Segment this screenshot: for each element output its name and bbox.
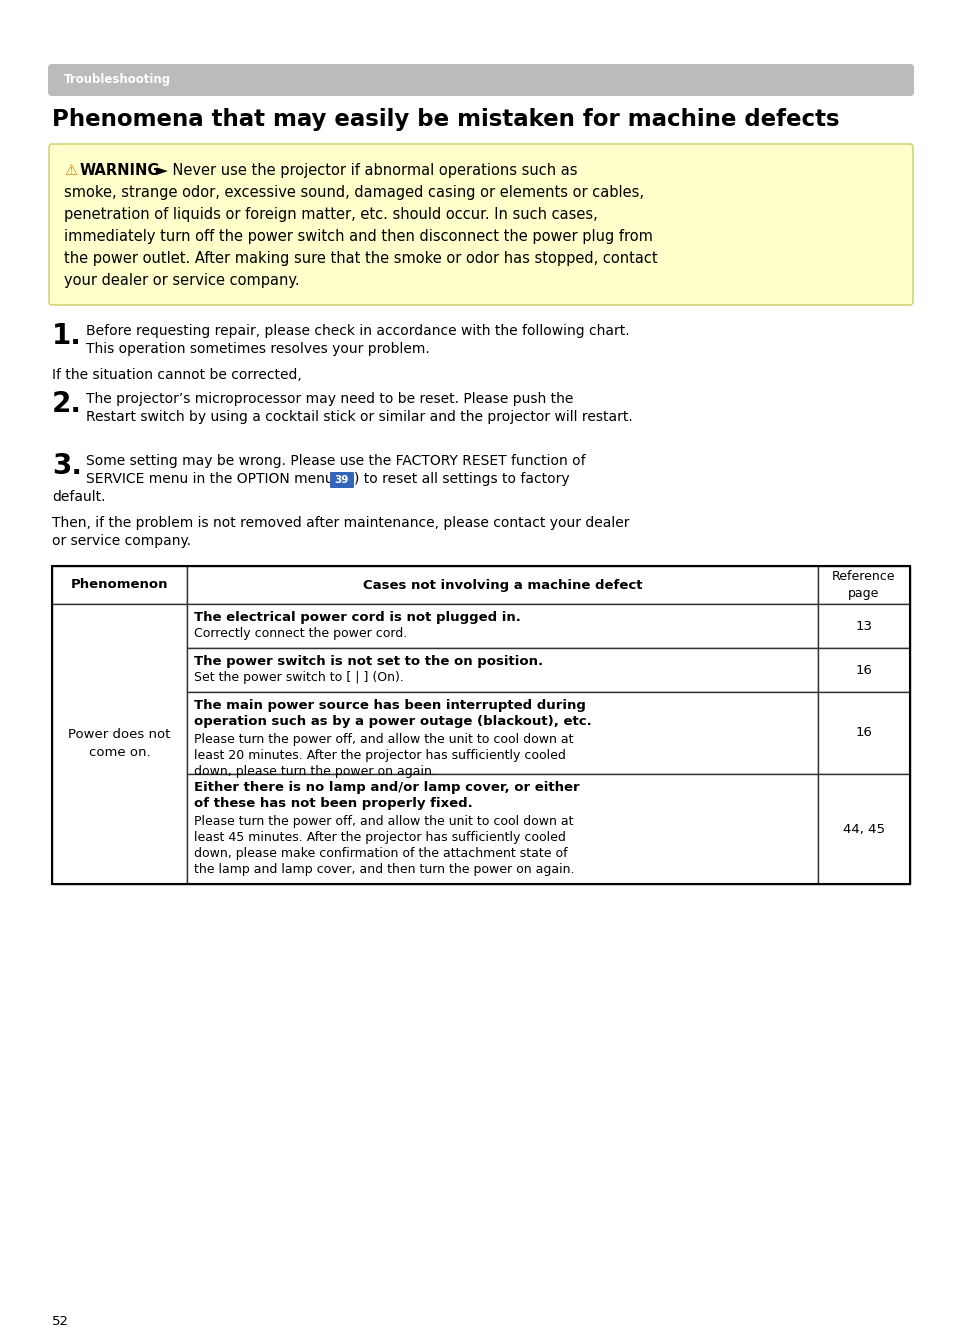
Text: Correctly connect the power cord.: Correctly connect the power cord. [193,627,407,640]
FancyBboxPatch shape [330,473,354,487]
Bar [187,648,817,692]
Text: the power outlet. After making sure that the smoke or odor has stopped, contact: the power outlet. After making sure that… [64,250,657,266]
Text: ) to reset all settings to factory: ) to reset all settings to factory [354,473,569,486]
Text: penetration of liquids or foreign matter, etc. should occur. In such cases,: penetration of liquids or foreign matter… [64,208,598,222]
Text: smoke, strange odor, excessive sound, damaged casing or elements or cables,: smoke, strange odor, excessive sound, da… [64,185,643,200]
Bar [817,774,909,884]
Bar [817,692,909,774]
Text: 1.: 1. [52,321,82,349]
Text: The main power source has been interrupted during
operation such as by a power o: The main power source has been interrupt… [193,699,591,728]
Text: ⚠: ⚠ [64,163,77,178]
Text: The electrical power cord is not plugged in.: The electrical power cord is not plugged… [193,611,520,624]
Text: Then, if the problem is not removed after maintenance, please contact your deale: Then, if the problem is not removed afte… [52,516,629,530]
Text: Some setting may be wrong. Please use the FACTORY RESET function of: Some setting may be wrong. Please use th… [86,454,585,469]
Text: Set the power switch to [ | ] (On).: Set the power switch to [ | ] (On). [193,671,403,684]
Text: Cases not involving a machine defect: Cases not involving a machine defect [362,578,641,592]
Bar [52,566,187,604]
Text: Restart switch by using a cocktail stick or similar and the projector will resta: Restart switch by using a cocktail stick… [86,410,632,424]
FancyBboxPatch shape [49,145,912,305]
Text: default.: default. [52,490,106,503]
Bar [817,566,909,604]
Text: SERVICE menu in the OPTION menu (: SERVICE menu in the OPTION menu ( [86,473,343,486]
Text: If the situation cannot be corrected,: If the situation cannot be corrected, [52,368,301,382]
Bar [187,692,817,774]
Text: WARNING: WARNING [80,163,160,178]
Bar [52,604,187,884]
Bar [187,604,817,648]
Text: or service company.: or service company. [52,534,191,548]
Text: Please turn the power off, and allow the unit to cool down at
least 20 minutes. : Please turn the power off, and allow the… [193,732,573,778]
Text: The projector’s microprocessor may need to be reset. Please push the: The projector’s microprocessor may need … [86,392,573,406]
Text: This operation sometimes resolves your problem.: This operation sometimes resolves your p… [86,341,429,356]
Text: 2.: 2. [52,390,82,418]
Text: Power does not
come on.: Power does not come on. [69,728,171,759]
Text: your dealer or service company.: your dealer or service company. [64,273,299,288]
Text: Either there is no lamp and/or lamp cover, or either
of these has not been prope: Either there is no lamp and/or lamp cove… [193,781,579,810]
Bar [817,604,909,648]
Text: Troubleshooting: Troubleshooting [64,74,171,87]
Text: 44, 45: 44, 45 [842,822,884,836]
Text: 13: 13 [855,620,872,632]
Text: Before requesting repair, please check in accordance with the following chart.: Before requesting repair, please check i… [86,324,629,337]
Text: Phenomena that may easily be mistaken for machine defects: Phenomena that may easily be mistaken fo… [52,108,839,131]
Text: 52: 52 [52,1315,69,1328]
Bar [187,566,817,604]
FancyBboxPatch shape [48,64,913,96]
Text: 16: 16 [855,664,872,676]
Text: immediately turn off the power switch and then disconnect the power plug from: immediately turn off the power switch an… [64,229,652,244]
Bar [187,774,817,884]
Bar [817,648,909,692]
Bar [52,566,909,884]
Text: The power switch is not set to the on position.: The power switch is not set to the on po… [193,655,542,668]
Text: 39: 39 [335,475,349,485]
Text: Please turn the power off, and allow the unit to cool down at
least 45 minutes. : Please turn the power off, and allow the… [193,815,574,876]
Text: 16: 16 [855,727,872,739]
Text: Reference
page: Reference page [831,570,895,600]
Text: 3.: 3. [52,453,82,479]
Text: ► Never use the projector if abnormal operations such as: ► Never use the projector if abnormal op… [152,163,577,178]
Text: Phenomenon: Phenomenon [71,578,168,592]
